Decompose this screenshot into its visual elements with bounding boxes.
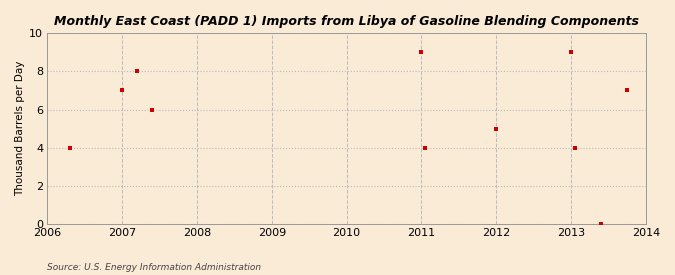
Point (146, 107, 157, 112)
Y-axis label: Thousand Barrels per Day: Thousand Barrels per Day (15, 61, 25, 196)
Point (570, 145, 580, 150)
Point (595, 222, 606, 226)
Point (117, 88, 128, 93)
Text: Source: U.S. Energy Information Administration: Source: U.S. Energy Information Administ… (47, 263, 261, 272)
Point (64, 145, 75, 150)
Point (416, 50, 427, 54)
Point (491, 126, 502, 131)
Point (420, 145, 431, 150)
Point (132, 69, 142, 74)
Title: Monthly East Coast (PADD 1) Imports from Libya of Gasoline Blending Components: Monthly East Coast (PADD 1) Imports from… (54, 15, 639, 28)
Point (622, 88, 632, 93)
Point (566, 50, 576, 54)
